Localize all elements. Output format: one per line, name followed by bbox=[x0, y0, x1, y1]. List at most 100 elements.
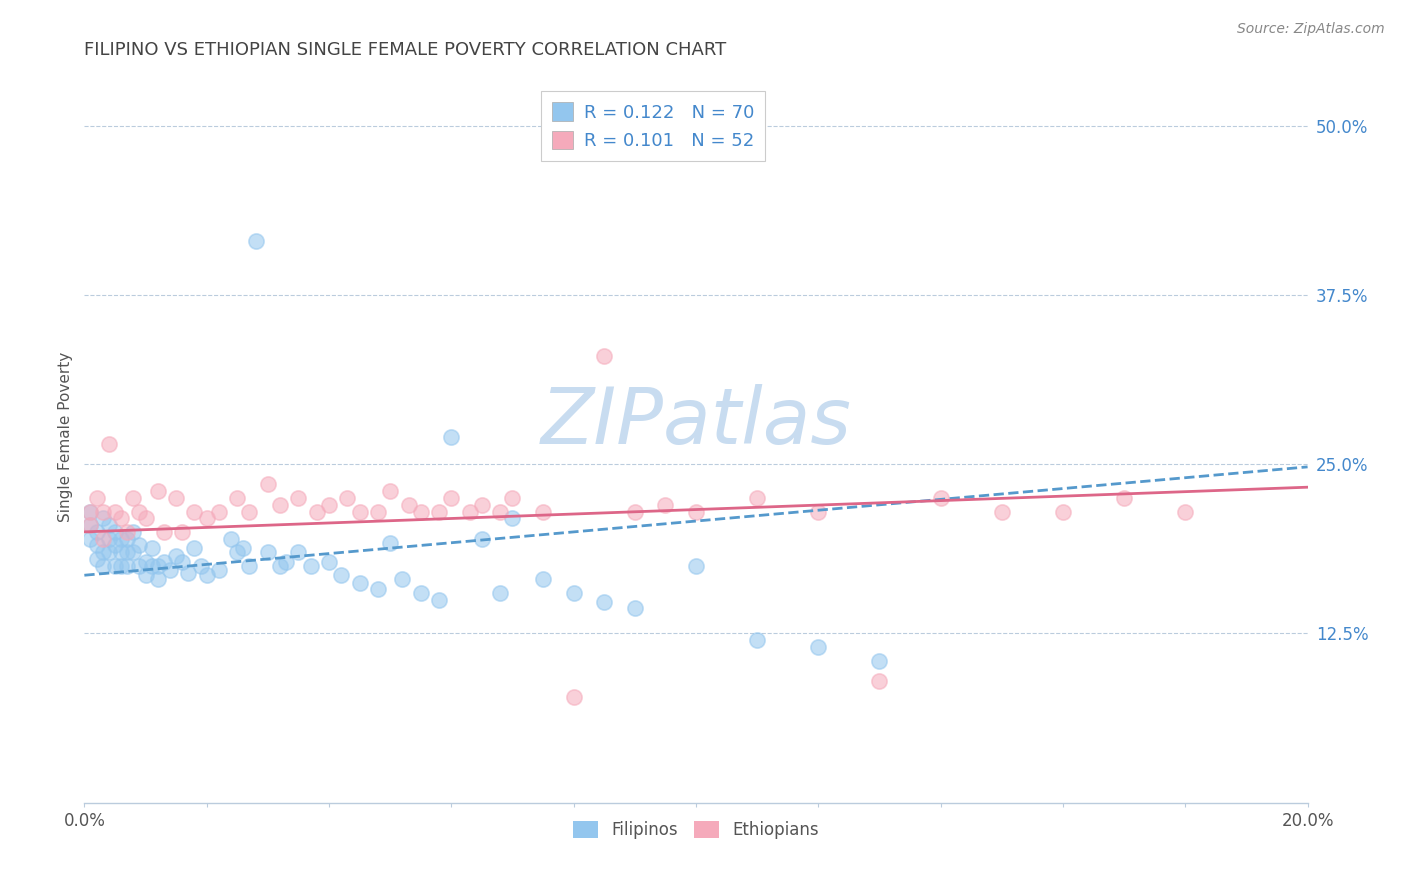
Point bbox=[226, 491, 249, 505]
Text: Source: ZipAtlas.com: Source: ZipAtlas.com bbox=[1237, 22, 1385, 37]
Point bbox=[685, 505, 707, 519]
Point bbox=[593, 349, 616, 363]
Point bbox=[110, 558, 132, 573]
Point bbox=[190, 558, 212, 573]
Point bbox=[318, 555, 340, 569]
Point bbox=[110, 532, 132, 546]
Point bbox=[104, 538, 127, 552]
Point bbox=[128, 505, 150, 519]
Point bbox=[146, 558, 169, 573]
Point bbox=[276, 555, 298, 569]
Point bbox=[86, 538, 108, 552]
Point bbox=[79, 532, 101, 546]
Point bbox=[97, 545, 120, 559]
Point bbox=[685, 558, 707, 573]
Point bbox=[502, 511, 524, 525]
Point bbox=[135, 555, 157, 569]
Point bbox=[367, 582, 389, 596]
Point bbox=[79, 518, 101, 533]
Point bbox=[104, 524, 127, 539]
Point bbox=[427, 592, 450, 607]
Point bbox=[257, 477, 280, 491]
Point bbox=[991, 505, 1014, 519]
Point bbox=[440, 491, 463, 505]
Point bbox=[367, 505, 389, 519]
Point bbox=[287, 491, 309, 505]
Point bbox=[135, 568, 157, 582]
Point bbox=[135, 511, 157, 525]
Point bbox=[1174, 505, 1197, 519]
Point bbox=[238, 505, 260, 519]
Point bbox=[287, 545, 309, 559]
Point bbox=[232, 541, 254, 556]
Point bbox=[97, 518, 120, 533]
Point bbox=[869, 654, 891, 668]
Point bbox=[409, 505, 432, 519]
Point bbox=[502, 491, 524, 505]
Point bbox=[115, 524, 138, 539]
Point bbox=[91, 511, 114, 525]
Point bbox=[97, 437, 120, 451]
Text: FILIPINO VS ETHIOPIAN SINGLE FEMALE POVERTY CORRELATION CHART: FILIPINO VS ETHIOPIAN SINGLE FEMALE POVE… bbox=[84, 41, 727, 59]
Point bbox=[115, 532, 138, 546]
Point bbox=[122, 491, 145, 505]
Point bbox=[807, 505, 830, 519]
Point bbox=[165, 549, 187, 564]
Point bbox=[97, 532, 120, 546]
Point bbox=[440, 430, 463, 444]
Point bbox=[747, 491, 769, 505]
Point bbox=[128, 558, 150, 573]
Point bbox=[391, 572, 413, 586]
Point bbox=[349, 576, 371, 591]
Point bbox=[146, 484, 169, 499]
Point bbox=[159, 563, 181, 577]
Point bbox=[141, 541, 163, 556]
Point bbox=[318, 498, 340, 512]
Point bbox=[104, 558, 127, 573]
Point bbox=[146, 572, 169, 586]
Point bbox=[153, 524, 176, 539]
Point bbox=[299, 558, 322, 573]
Point bbox=[624, 505, 647, 519]
Point bbox=[172, 555, 194, 569]
Text: ZIPatlas: ZIPatlas bbox=[540, 384, 852, 460]
Point bbox=[219, 532, 242, 546]
Point bbox=[208, 505, 231, 519]
Point bbox=[115, 558, 138, 573]
Point bbox=[91, 558, 114, 573]
Point bbox=[208, 563, 231, 577]
Point bbox=[86, 491, 108, 505]
Point bbox=[624, 600, 647, 615]
Point bbox=[269, 558, 291, 573]
Point bbox=[336, 491, 359, 505]
Point bbox=[398, 498, 420, 512]
Point bbox=[115, 545, 138, 559]
Point bbox=[1052, 505, 1074, 519]
Point bbox=[91, 505, 114, 519]
Point bbox=[110, 511, 132, 525]
Point bbox=[269, 498, 291, 512]
Point bbox=[380, 484, 402, 499]
Point bbox=[471, 498, 494, 512]
Point bbox=[427, 505, 450, 519]
Point bbox=[79, 505, 101, 519]
Point bbox=[654, 498, 676, 512]
Point bbox=[929, 491, 952, 505]
Point bbox=[86, 552, 108, 566]
Point bbox=[1114, 491, 1136, 505]
Point bbox=[409, 586, 432, 600]
Point bbox=[531, 505, 554, 519]
Point bbox=[153, 555, 176, 569]
Point bbox=[380, 535, 402, 549]
Legend: Filipinos, Ethiopians: Filipinos, Ethiopians bbox=[567, 814, 825, 846]
Point bbox=[195, 511, 218, 525]
Point bbox=[305, 505, 328, 519]
Point bbox=[471, 532, 494, 546]
Point bbox=[807, 640, 830, 654]
Y-axis label: Single Female Poverty: Single Female Poverty bbox=[58, 352, 73, 522]
Point bbox=[869, 673, 891, 688]
Point bbox=[183, 505, 205, 519]
Point bbox=[238, 558, 260, 573]
Point bbox=[122, 524, 145, 539]
Point bbox=[531, 572, 554, 586]
